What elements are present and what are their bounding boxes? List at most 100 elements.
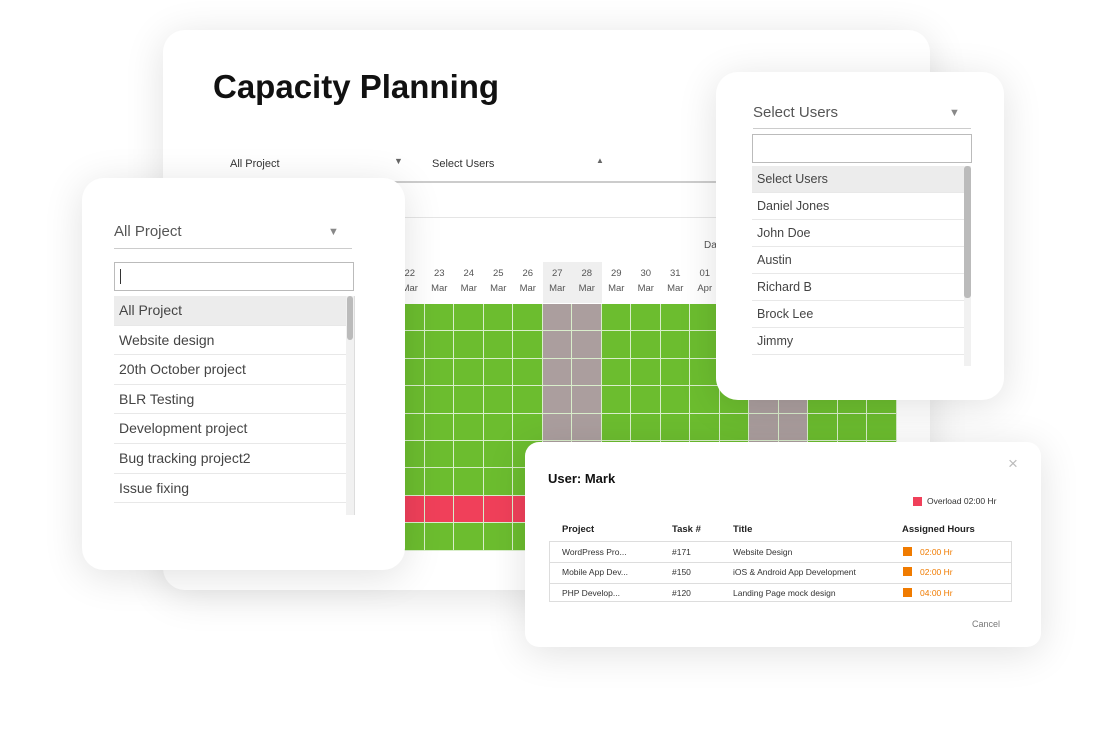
scrollbar[interactable] (964, 166, 971, 366)
day-month: Mar (578, 283, 595, 294)
grid-cell (513, 304, 543, 332)
grid-cell (424, 331, 454, 359)
cancel-button[interactable]: Cancel (972, 619, 1001, 629)
day-number: 27 (551, 268, 563, 279)
scroll-thumb[interactable] (347, 296, 353, 340)
dropdown-option[interactable]: Select Users (752, 166, 964, 193)
table-body (549, 541, 1012, 602)
grid-cell (572, 413, 602, 441)
grid-cell (719, 413, 749, 441)
scroll-thumb[interactable] (964, 166, 971, 298)
close-button[interactable]: × (1008, 454, 1018, 473)
day-header: 23 Mar (424, 262, 454, 303)
table-cell: PHP Develop... (562, 587, 620, 598)
cursor (120, 269, 121, 284)
grid-cell (483, 523, 513, 551)
day-header: 26 Mar (513, 262, 543, 303)
grid-cell (454, 331, 484, 359)
dropdown-option[interactable]: All Project (114, 296, 354, 326)
day-header: 31 Mar (660, 262, 690, 303)
day-number: 26 (522, 268, 534, 279)
assigned-hours: 02:00 Hr (920, 547, 953, 557)
day-number: 01 (699, 268, 711, 279)
grid-cell (601, 304, 631, 332)
day-header: 01 Apr (690, 262, 720, 303)
dropdown-option[interactable]: Website design (114, 325, 354, 356)
scrollbar[interactable] (346, 296, 354, 515)
dropdown-arrow: ▼ (328, 226, 339, 238)
dropdown-option[interactable]: Issue fixing (114, 473, 354, 504)
grid-cell (483, 441, 513, 469)
search-input[interactable] (752, 134, 972, 163)
users-filter[interactable]: Select Users (432, 158, 495, 170)
grid-cell (631, 386, 661, 414)
day-month: Mar (490, 283, 507, 294)
table-cell: #171 (672, 547, 691, 557)
grid-cell (483, 495, 513, 524)
grid-cell (454, 304, 484, 332)
grid-cell (483, 331, 513, 359)
dropdown-option[interactable]: BLR Testing (114, 384, 354, 415)
day-header: 30 Mar (631, 262, 661, 303)
grid-cell (572, 386, 602, 414)
grid-cell (690, 413, 720, 441)
filter-underline (225, 181, 725, 183)
modal-title: User: Mark (548, 471, 616, 486)
dropdown-arrow: ▼ (949, 107, 960, 119)
day-number: 28 (581, 268, 593, 279)
grid-cell (601, 358, 631, 387)
grid-cell (542, 386, 572, 414)
grid-cell (513, 358, 543, 387)
legend-swatch (913, 497, 922, 506)
dropdown-option[interactable]: 20th October project (114, 355, 354, 385)
grid-cell (572, 331, 602, 359)
grid-cell (483, 468, 513, 496)
grid-cell (601, 386, 631, 414)
dropdown-option[interactable]: Daniel Jones (752, 193, 964, 220)
dropdown-option[interactable]: John Doe (752, 220, 964, 247)
grid-cell (454, 386, 484, 414)
divider (225, 217, 845, 218)
dropdown-option[interactable]: Austin (752, 247, 964, 274)
dropdown-option[interactable]: Brock Lee (752, 301, 964, 328)
assigned-hours: 04:00 Hr (920, 587, 953, 598)
table-cell: Landing Page mock design (733, 587, 836, 598)
dropdown-option[interactable]: Development project (114, 414, 354, 444)
legend-label: Overload 02:00 Hr (927, 496, 997, 506)
dropdown-label: All Project (114, 223, 182, 240)
day-number: 29 (610, 268, 622, 279)
grid-cell (483, 358, 513, 387)
day-number: 25 (492, 268, 504, 279)
grid-cell (660, 386, 690, 414)
grid-cell (483, 413, 513, 441)
grid-cell (572, 304, 602, 332)
column-header: Assigned Hours (902, 524, 975, 535)
grid-cell (660, 413, 690, 441)
day-header: 28 Mar (572, 262, 602, 303)
dropdown-option[interactable]: Jimmy (752, 328, 964, 355)
grid-cell (483, 304, 513, 332)
search-input[interactable] (114, 262, 354, 291)
grid-cell (778, 413, 808, 441)
grid-cell (542, 304, 572, 332)
grid-cell (690, 386, 720, 414)
dropdown-option[interactable]: Richard B (752, 274, 964, 301)
day-month: Mar (549, 283, 566, 294)
grid-cell (454, 523, 484, 551)
day-month: Mar (431, 283, 448, 294)
day-month: Mar (460, 283, 477, 294)
grid-cell (631, 358, 661, 387)
day-header: 25 Mar (483, 262, 513, 303)
day-number: 22 (404, 268, 416, 279)
table-cell: #150 (672, 567, 691, 578)
grid-cell (424, 386, 454, 414)
row-divider (549, 562, 1012, 564)
row-divider (549, 582, 1012, 584)
project-filter[interactable]: All Project (230, 158, 280, 170)
dropdown-option[interactable]: Bug tracking project2 (114, 444, 354, 474)
day-number: 24 (463, 268, 475, 279)
day-number: 31 (669, 268, 681, 279)
grid-cell (542, 331, 572, 359)
grid-cell (601, 413, 631, 441)
grid-cell (483, 386, 513, 414)
